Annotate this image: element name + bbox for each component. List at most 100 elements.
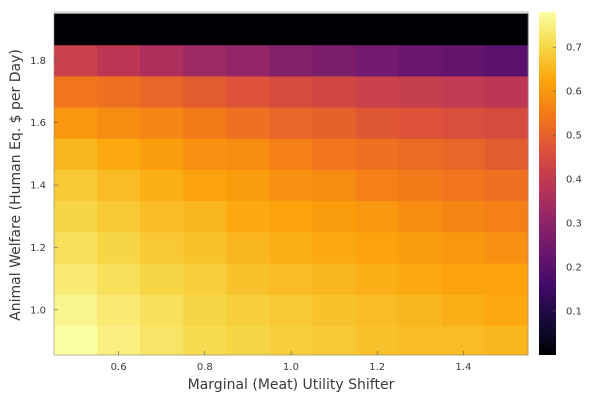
heatmap-cell (140, 294, 184, 326)
colorbar-tick-label: 0.4 (566, 175, 582, 186)
heatmap-cell (312, 294, 357, 326)
heatmap-cell (183, 138, 227, 170)
heatmap-cell (484, 263, 529, 295)
heatmap-cell (484, 44, 529, 77)
colorbar-tick-label: 0.2 (566, 263, 582, 274)
heatmap-cell (269, 200, 314, 233)
heatmap-cell (269, 231, 314, 264)
x-axis-ticks: 0.6 0.8 1.0 1.2 1.4 (111, 351, 471, 373)
heatmap-cell (226, 200, 270, 233)
x-tick-label: 1.4 (455, 362, 471, 373)
heatmap-cell (54, 169, 98, 202)
heatmap-cell (398, 294, 443, 326)
heatmap-cell (269, 75, 314, 108)
colorbar-tick-label: 0.6 (566, 87, 582, 98)
heatmap-cell (97, 138, 141, 170)
y-tick-label: 1.8 (30, 56, 46, 67)
heatmap-cell (97, 13, 141, 46)
heatmap-cell (441, 231, 486, 264)
heatmap-cell (484, 13, 529, 46)
heatmap-cell (355, 169, 400, 202)
heatmap-cell (355, 75, 400, 108)
heatmap-cell (484, 325, 529, 356)
colorbar-tick-label: 0.3 (566, 219, 582, 230)
heatmap-cell (355, 107, 400, 139)
heatmap-cell (140, 138, 184, 170)
heatmap-cell (97, 294, 141, 326)
heatmap-cell (54, 13, 98, 46)
y-axis-label: Animal Welfare (Human Eq. $ per Day) (8, 49, 24, 321)
heatmap-cell (355, 231, 400, 264)
heatmap-cell (269, 107, 314, 139)
heatmap-cell (54, 200, 98, 233)
colorbar-ticks: 0.1 0.2 0.3 0.4 0.5 0.6 0.7 (553, 43, 582, 318)
heatmap-cell (355, 44, 400, 77)
heatmap-cell (140, 200, 184, 233)
heatmap-cell (183, 75, 227, 108)
heatmap-cell (269, 325, 314, 356)
heatmap-cell (97, 200, 141, 233)
y-tick-label: 1.0 (30, 305, 46, 316)
heatmap-cell (269, 263, 314, 295)
heatmap-cell (54, 263, 98, 295)
heatmap-cell (484, 294, 529, 326)
heatmap-cell (312, 231, 357, 264)
x-tick-label: 1.0 (283, 362, 299, 373)
heatmap-cell (312, 200, 357, 233)
heatmap-cell (140, 169, 184, 202)
heatmap-cell (355, 294, 400, 326)
heatmap-cell (441, 107, 486, 139)
heatmap-cell (312, 107, 357, 139)
heatmap-cell (441, 325, 486, 356)
heatmap-cell (226, 13, 270, 46)
heatmap-cell (398, 107, 443, 139)
y-tick-label: 1.4 (30, 181, 46, 192)
heatmap-cell (54, 231, 98, 264)
heatmap-cell (140, 231, 184, 264)
x-tick-label: 1.2 (369, 362, 385, 373)
heatmap-cell (312, 263, 357, 295)
heatmap-cell (226, 44, 270, 77)
heatmap-cell (355, 263, 400, 295)
heatmap-cell (226, 325, 270, 356)
colorbar (539, 12, 556, 355)
heatmap-cell (441, 44, 486, 77)
heatmap-cell (183, 325, 227, 356)
heatmap-cell (226, 169, 270, 202)
heatmap-cell (355, 138, 400, 170)
colorbar-tick-label: 0.7 (566, 43, 582, 54)
heatmap-cell (441, 200, 486, 233)
heatmap-cell (226, 263, 270, 295)
heatmap-cell (183, 107, 227, 139)
heatmap-cell (269, 169, 314, 202)
heatmap-cell (140, 13, 184, 46)
heatmap-cell (398, 263, 443, 295)
heatmap-cell (312, 75, 357, 108)
heatmap-cell (97, 263, 141, 295)
heatmap-cell (183, 169, 227, 202)
heatmap-cell (398, 13, 443, 46)
heatmap-cell (54, 294, 98, 326)
heatmap-cell (97, 231, 141, 264)
heatmap-cell (441, 138, 486, 170)
x-tick-label: 0.6 (111, 362, 127, 373)
heatmap-cell (183, 200, 227, 233)
colorbar-tick-label: 0.5 (566, 131, 582, 142)
x-axis-label: Marginal (Meat) Utility Shifter (188, 377, 395, 393)
heatmap-cell (183, 231, 227, 264)
heatmap-cell (484, 169, 529, 202)
heatmap-cell (355, 13, 400, 46)
heatmap-cell (441, 75, 486, 108)
heatmap-cell (312, 13, 357, 46)
heatmap-cell (312, 138, 357, 170)
heatmap-cell (398, 44, 443, 77)
heatmap-cell (355, 200, 400, 233)
heatmap-cell (183, 44, 227, 77)
heatmap-cell (398, 75, 443, 108)
heatmap-cell (484, 231, 529, 264)
heatmap-cell (140, 325, 184, 356)
heatmap-cell (54, 107, 98, 139)
y-tick-label: 1.6 (30, 118, 46, 129)
heatmap-cell (441, 169, 486, 202)
